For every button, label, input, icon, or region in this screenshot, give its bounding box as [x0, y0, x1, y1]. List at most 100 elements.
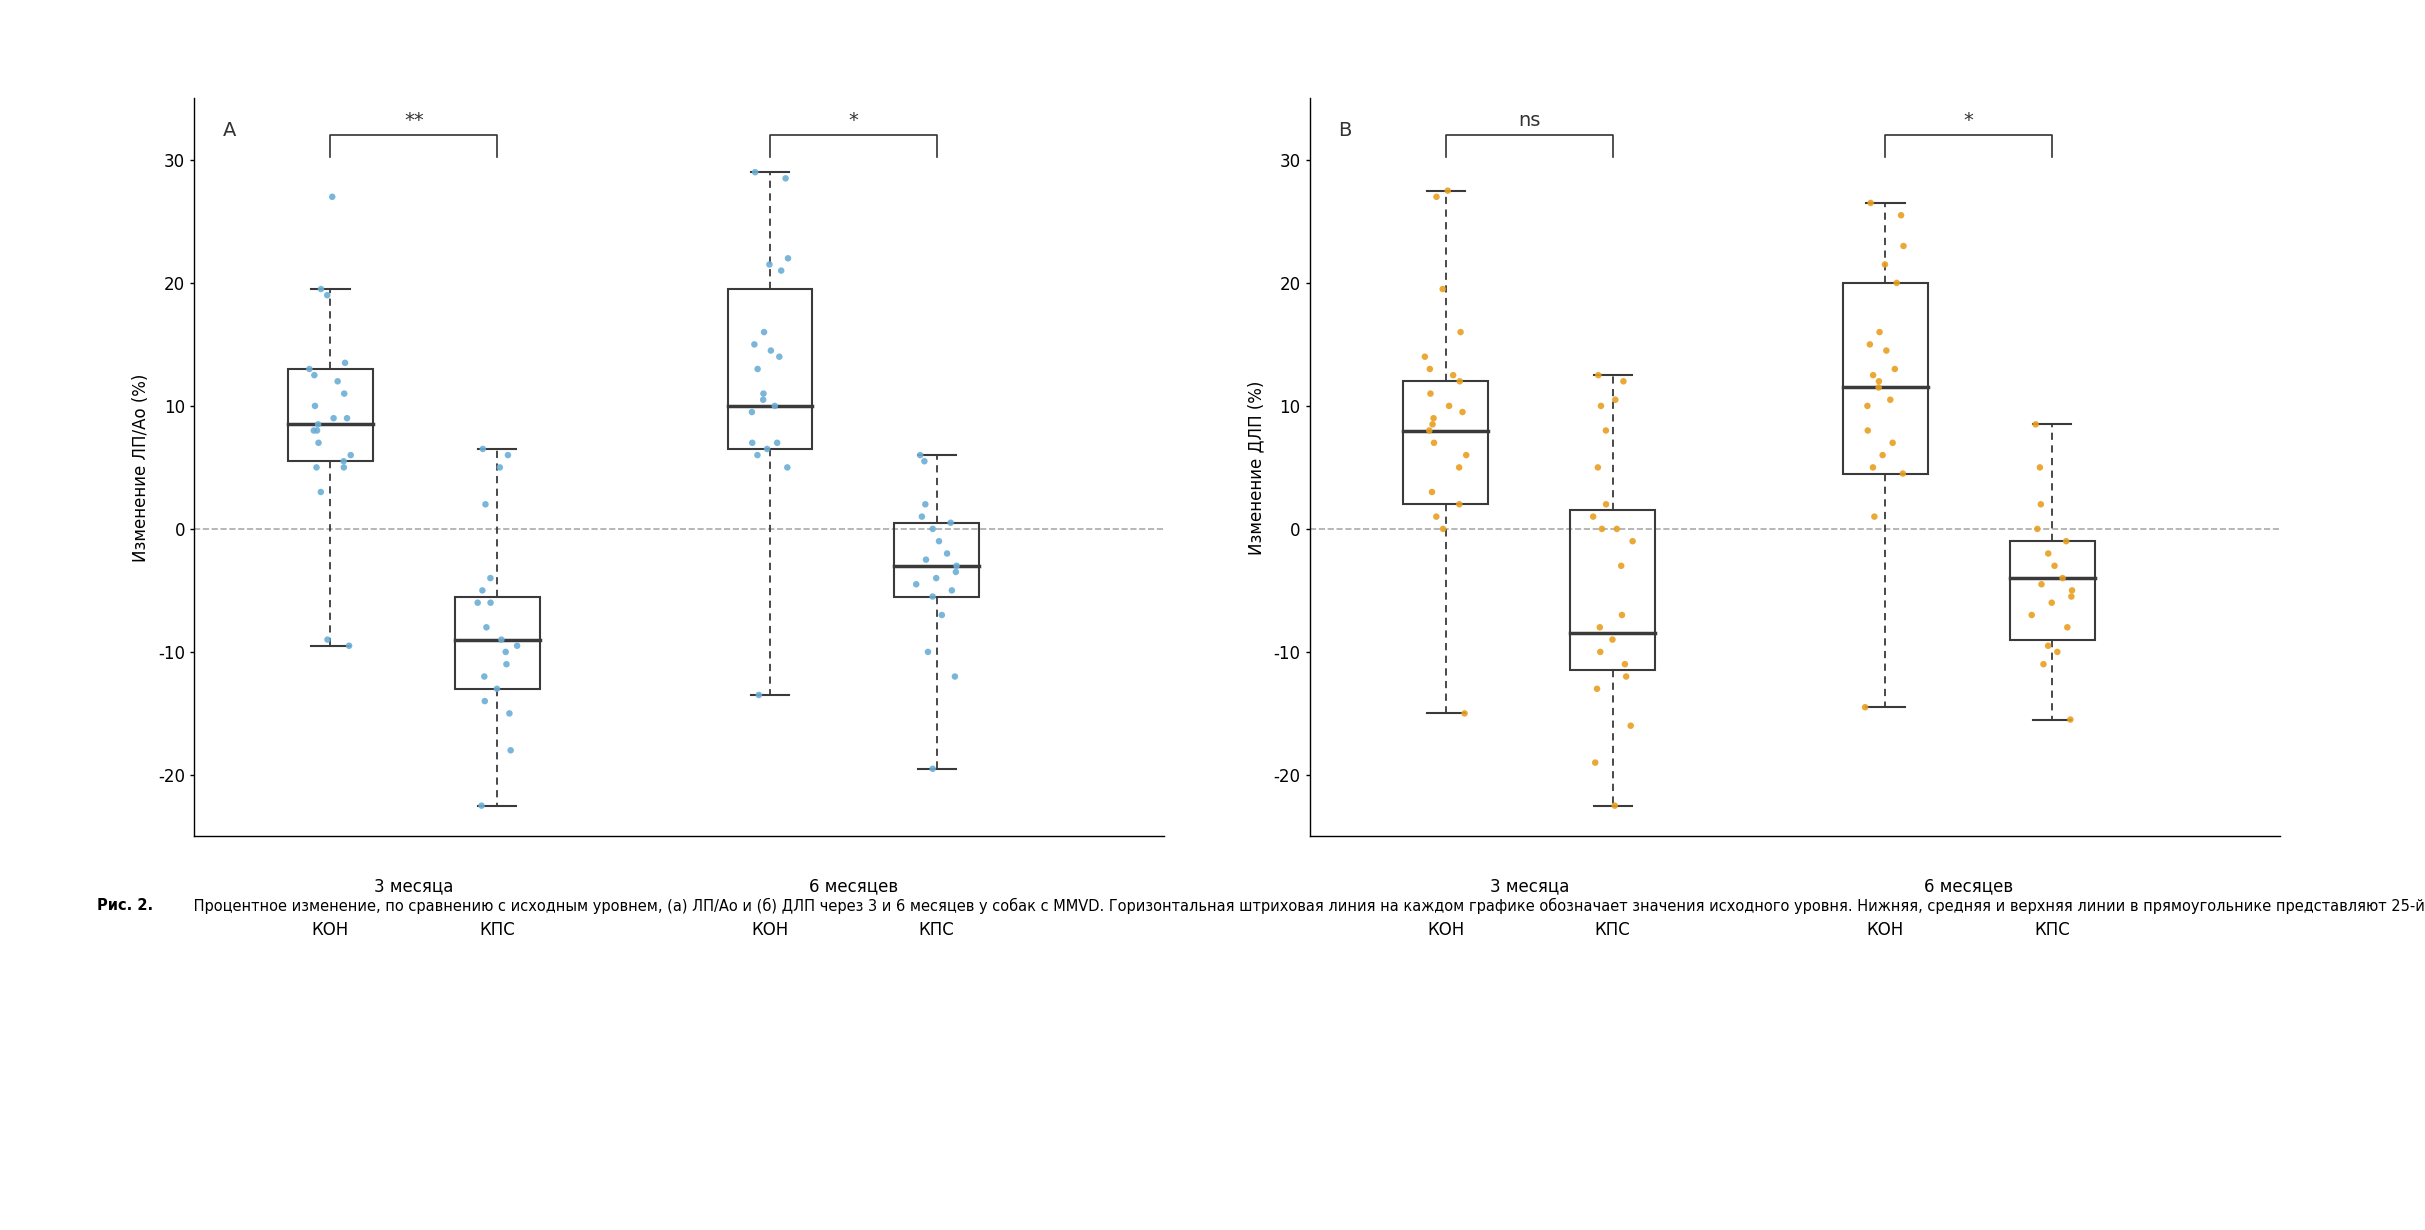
Point [1855, 507, 1894, 526]
Point [1613, 531, 1651, 551]
Point [2018, 519, 2056, 539]
Point [325, 384, 364, 403]
Point [330, 636, 369, 656]
Point [291, 359, 330, 379]
Point [1440, 458, 1479, 477]
Text: 6 месяцев: 6 месяцев [1923, 877, 2013, 895]
Point [769, 458, 808, 477]
Point [490, 704, 529, 723]
Point [1440, 494, 1479, 514]
Point [327, 408, 366, 428]
Bar [289, 369, 373, 461]
Point [749, 255, 788, 274]
Point [2015, 415, 2054, 434]
Point [1574, 507, 1613, 526]
Point [1608, 667, 1647, 686]
Point [907, 550, 946, 569]
Text: КПС: КПС [480, 921, 514, 940]
Point [1579, 458, 1617, 477]
Point [1433, 365, 1472, 385]
Point [2049, 617, 2088, 637]
Point [497, 636, 536, 656]
Point [1414, 408, 1453, 428]
Point [769, 248, 808, 268]
Point [1586, 421, 1625, 440]
Point [2052, 587, 2090, 606]
Text: КОН: КОН [1428, 921, 1465, 940]
Point [298, 458, 337, 477]
Point [2020, 458, 2059, 477]
Point [1610, 716, 1649, 736]
Point [747, 439, 786, 459]
Point [466, 494, 504, 514]
Point [2037, 642, 2076, 662]
Point [757, 433, 795, 453]
Point [1853, 458, 1892, 477]
Point [744, 390, 783, 410]
Text: КОН: КОН [1867, 921, 1904, 940]
Point [744, 384, 783, 403]
Point [1603, 556, 1642, 576]
Point [325, 353, 364, 373]
Text: *: * [1964, 112, 1974, 130]
Point [483, 630, 521, 649]
Point [470, 593, 509, 613]
Point [1593, 630, 1632, 649]
Point [296, 365, 335, 385]
Point [1423, 279, 1462, 299]
Text: КПС: КПС [2035, 921, 2071, 940]
Point [934, 581, 972, 600]
Bar [2010, 541, 2095, 640]
Point [1603, 605, 1642, 625]
Point [2044, 568, 2083, 588]
Point [897, 574, 936, 594]
Point [2022, 494, 2061, 514]
Point [902, 507, 941, 526]
Text: КОН: КОН [313, 921, 349, 940]
Point [1414, 433, 1453, 453]
Point [1884, 464, 1923, 483]
Point [1428, 181, 1467, 200]
Point [315, 408, 354, 428]
Point [468, 617, 507, 637]
Point [1848, 421, 1887, 440]
Point [909, 642, 948, 662]
Point [919, 531, 958, 551]
Point [922, 605, 960, 625]
Bar [895, 523, 980, 597]
Point [480, 458, 519, 477]
Point [1416, 187, 1455, 207]
Point [936, 556, 975, 576]
Point [1586, 494, 1625, 514]
Point [759, 347, 798, 367]
Y-axis label: Изменение ДЛП (%): Изменение ДЛП (%) [1246, 380, 1266, 555]
Point [766, 169, 805, 188]
Point [470, 568, 509, 588]
Point [298, 415, 337, 434]
Point [914, 759, 953, 779]
Point [1579, 679, 1617, 699]
Point [1411, 384, 1450, 403]
Point [458, 593, 497, 613]
Point [1848, 396, 1887, 416]
Point [1440, 371, 1479, 391]
Point [1423, 519, 1462, 539]
Point [1603, 371, 1642, 391]
Point [1877, 273, 1916, 293]
Point [1867, 341, 1906, 360]
Bar [1843, 283, 1928, 474]
Point [301, 482, 340, 502]
Point [2052, 581, 2090, 600]
Point [2025, 654, 2064, 674]
Text: В: В [1339, 121, 1353, 139]
Text: 3 месяца: 3 месяца [1489, 877, 1569, 895]
Point [1406, 347, 1445, 367]
Point [1411, 359, 1450, 379]
Point [463, 796, 502, 815]
Point [1448, 445, 1487, 465]
Point [478, 679, 517, 699]
Point [1576, 753, 1615, 772]
Point [332, 445, 371, 465]
Point [936, 667, 975, 686]
Point [1581, 617, 1620, 637]
